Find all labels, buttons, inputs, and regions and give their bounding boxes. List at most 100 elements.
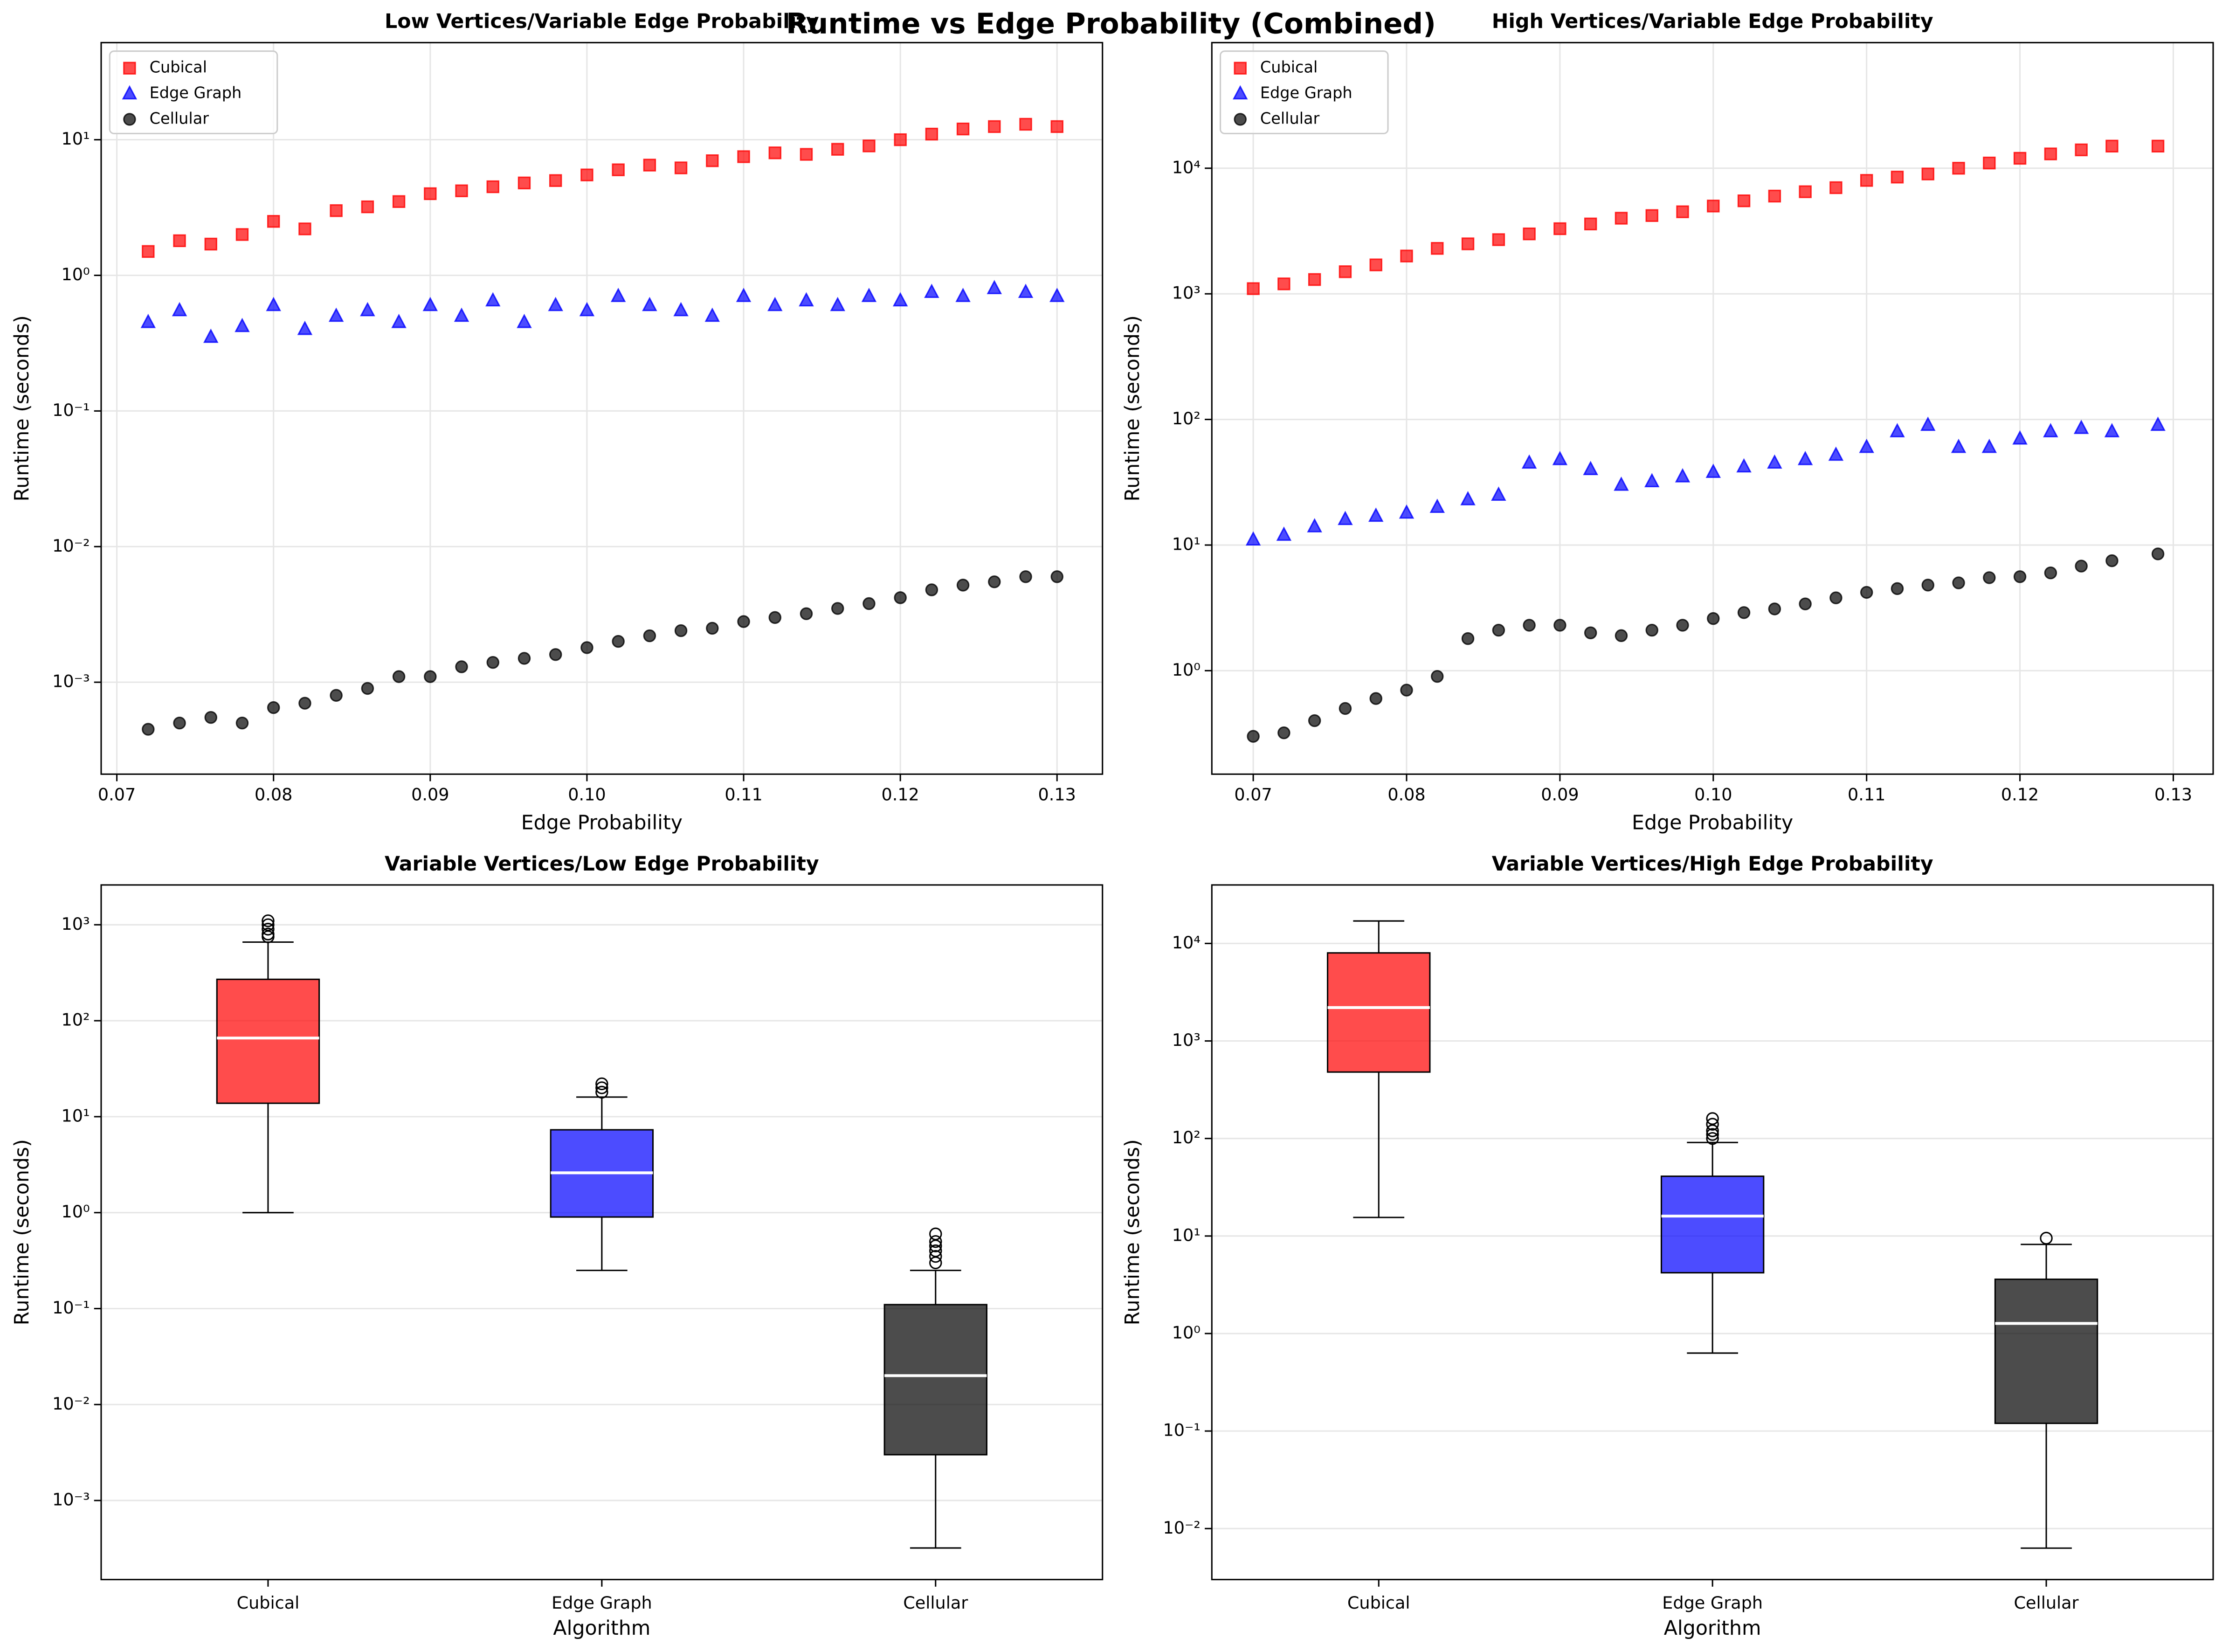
point (173, 717, 186, 730)
y-tick-label: 10⁻² (1163, 1518, 1200, 1538)
point (1981, 438, 1997, 453)
outlier (1706, 1112, 1719, 1125)
point (1019, 570, 1032, 583)
x-tick-label: 0.11 (1848, 785, 1885, 805)
point (1799, 185, 1812, 198)
point (1552, 450, 1568, 465)
point (1307, 518, 1322, 532)
x-tick-label: Edge Graph (1662, 1593, 1763, 1613)
y-tick-label: 10⁴ (1172, 933, 1201, 953)
point (1615, 212, 1628, 225)
point (235, 318, 250, 332)
point (706, 622, 719, 635)
point (1460, 491, 1476, 505)
point (1308, 714, 1321, 727)
point (361, 200, 374, 214)
point (987, 280, 1002, 294)
legend-marker (123, 113, 136, 126)
y-tick-label: 10⁻² (52, 1394, 90, 1414)
box (1660, 1175, 1765, 1274)
box (1327, 952, 1431, 1073)
x-tick-label: Edge Graph (552, 1593, 652, 1613)
point (643, 159, 656, 172)
point (422, 297, 438, 311)
point (1676, 619, 1689, 632)
point (1952, 576, 1965, 589)
point (2013, 152, 2027, 165)
point (1799, 597, 1812, 610)
point (361, 682, 374, 695)
y-tick-label: 10⁰ (1172, 660, 1201, 680)
point (1553, 619, 1566, 632)
point (768, 611, 781, 624)
point (298, 222, 311, 235)
y-tick-label: 10² (1172, 1127, 1201, 1147)
point (1492, 233, 1505, 246)
y-tick-label: 10⁻¹ (52, 400, 90, 420)
point (1523, 227, 1536, 241)
point (894, 133, 907, 146)
point (204, 237, 217, 251)
point (2105, 139, 2118, 153)
point (1584, 626, 1597, 639)
point (455, 184, 468, 197)
point (424, 670, 437, 683)
point (1369, 692, 1382, 705)
point (2013, 570, 2027, 583)
x-tick-label: 0.13 (1038, 785, 1076, 805)
point (1860, 174, 1873, 187)
x-tick-label: 0.10 (1694, 785, 1732, 805)
point (863, 139, 876, 152)
point (1431, 670, 1444, 683)
point (1247, 282, 1260, 295)
x-tick-label: Cubical (1347, 1593, 1410, 1613)
point (830, 297, 845, 311)
point (424, 187, 437, 200)
outlier (929, 1256, 942, 1270)
point (267, 701, 280, 714)
x-axis-label: Algorithm (1664, 1617, 1761, 1640)
point (1461, 237, 1475, 250)
point (1369, 258, 1382, 271)
point (2104, 423, 2120, 437)
point (1828, 446, 1844, 461)
point (925, 583, 938, 596)
point (894, 591, 907, 604)
y-tick-label: 10⁻³ (52, 1490, 90, 1510)
point (1049, 288, 1065, 302)
x-axis-label: Algorithm (553, 1617, 650, 1640)
point (1891, 582, 1904, 595)
y-tick-label: 10⁻¹ (52, 1298, 90, 1318)
x-tick-label: 0.13 (2154, 785, 2192, 805)
point (1050, 570, 1063, 583)
outlier (2040, 1231, 2053, 1245)
point (1829, 591, 1842, 604)
point (1400, 249, 1413, 263)
point (1645, 209, 1658, 222)
point (2073, 420, 2089, 434)
point (861, 288, 877, 302)
point (768, 146, 781, 159)
point (1737, 606, 1751, 619)
y-axis-label: Runtime (seconds) (1121, 1139, 1144, 1325)
point (266, 297, 281, 311)
point (1492, 623, 1505, 637)
point (2151, 547, 2165, 560)
point (800, 148, 813, 161)
point (1308, 273, 1321, 286)
point (1952, 162, 1965, 175)
point (737, 150, 750, 163)
x-tick-label: 0.09 (1541, 785, 1579, 805)
x-axis-label: Edge Probability (1632, 811, 1793, 834)
point (548, 297, 563, 311)
point (2075, 560, 2088, 573)
point (455, 660, 468, 673)
point (1553, 222, 1566, 235)
y-tick-label: 10³ (1172, 1030, 1201, 1050)
point (610, 288, 626, 302)
legend-label: Cellular (1260, 109, 1320, 127)
point (737, 615, 750, 628)
point (1951, 438, 1967, 453)
point (204, 711, 217, 724)
